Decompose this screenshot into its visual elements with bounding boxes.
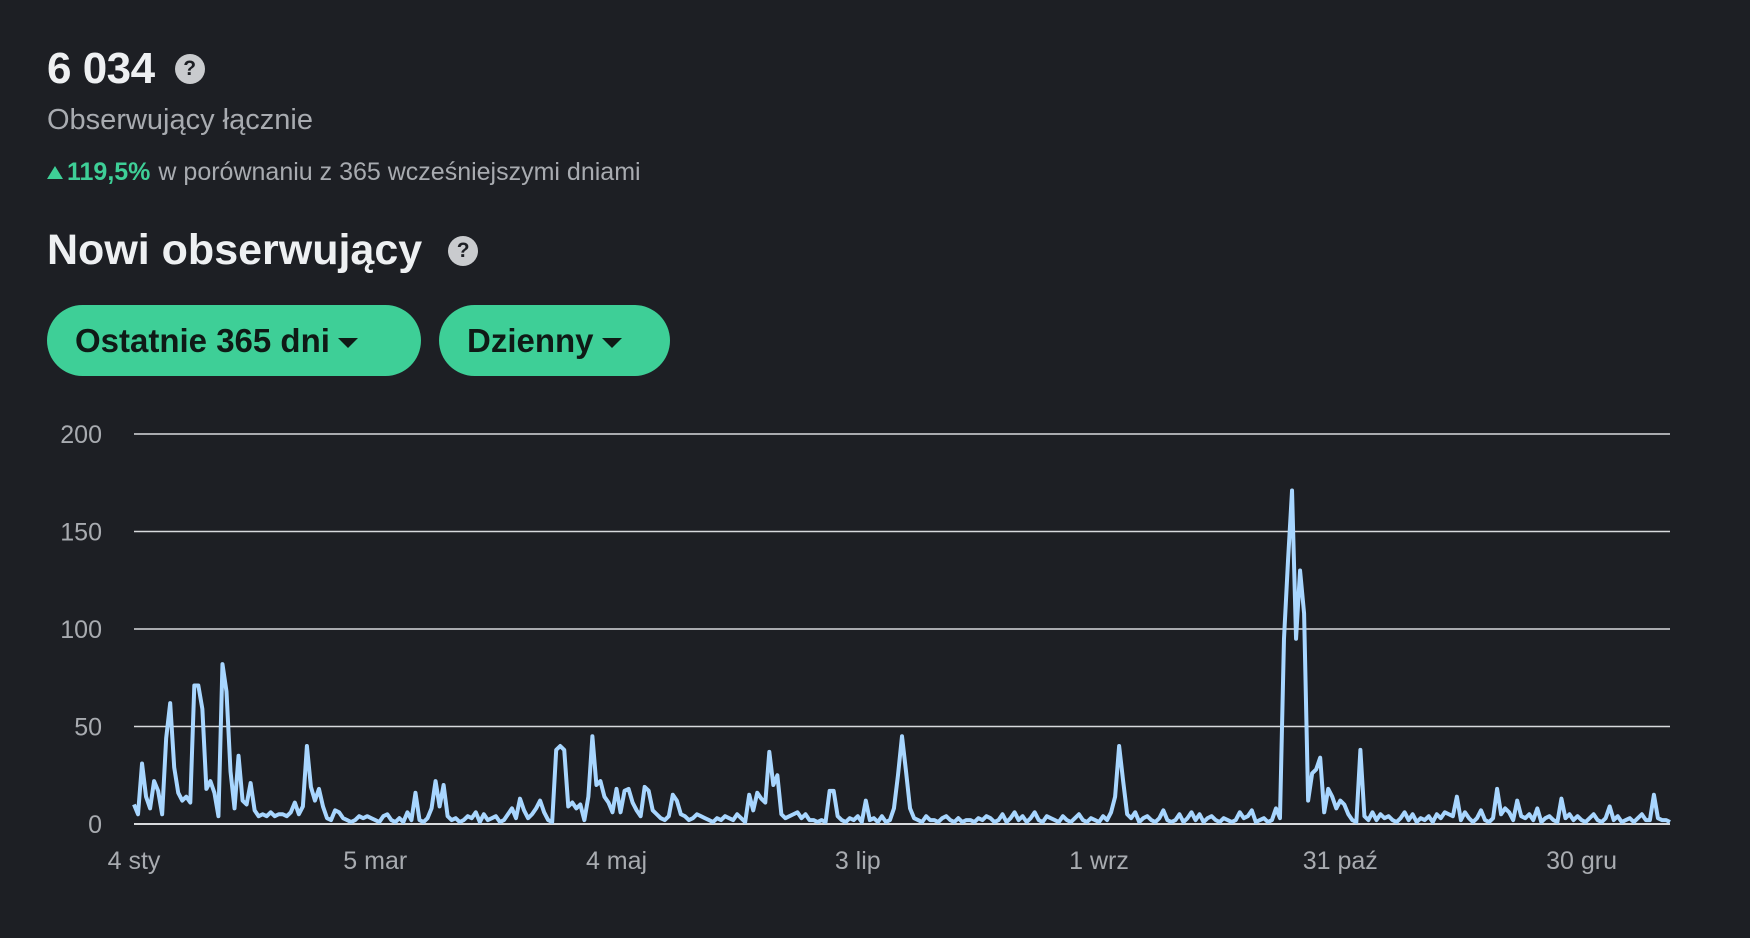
change-percentage: 119,5% — [67, 158, 151, 186]
change-indicator: 119,5% w porównaniu z 365 wcześniejszymi… — [47, 158, 641, 187]
total-followers-value: 6 034 — [47, 44, 155, 93]
y-tick-label: 0 — [88, 811, 102, 839]
interval-dropdown[interactable]: Dzienny — [439, 305, 670, 376]
x-tick-label: 1 wrz — [1069, 847, 1129, 875]
time-range-label: Ostatnie 365 dni — [75, 321, 330, 359]
y-tick-label: 50 — [74, 714, 102, 742]
y-tick-label: 150 — [60, 519, 102, 547]
arrow-up-icon — [47, 166, 63, 179]
x-tick-label: 4 maj — [586, 847, 647, 875]
new-followers-header: Nowi obserwujący ? — [47, 226, 479, 275]
help-icon[interactable]: ? — [174, 54, 205, 84]
x-tick-label: 3 lip — [835, 847, 881, 875]
total-followers-row: 6 034 ? — [47, 44, 205, 94]
x-tick-label: 4 sty — [108, 847, 161, 875]
caret-down-icon — [337, 337, 358, 348]
x-tick-label: 31 paź — [1303, 847, 1378, 875]
series-line — [132, 488, 1671, 825]
interval-label: Dzienny — [467, 321, 594, 359]
total-followers-label: Obserwujący łącznie — [47, 104, 313, 136]
help-icon[interactable]: ? — [448, 235, 479, 266]
x-tick-label: 5 mar — [343, 847, 407, 875]
y-tick-label: 200 — [60, 421, 102, 449]
caret-down-icon — [601, 337, 622, 348]
y-tick-label: 100 — [60, 616, 102, 644]
new-followers-chart: 0 50 100 150 200 4 sty 5 mar 4 maj 3 lip 1 wrz 31 … — [60, 421, 1671, 875]
x-tick-label: 30 gru — [1546, 847, 1617, 875]
time-range-dropdown[interactable]: Ostatnie 365 dni — [47, 305, 421, 376]
section-title: Nowi obserwujący — [47, 226, 423, 274]
change-description: w porównaniu z 365 wcześniejszymi dniami — [158, 158, 641, 186]
